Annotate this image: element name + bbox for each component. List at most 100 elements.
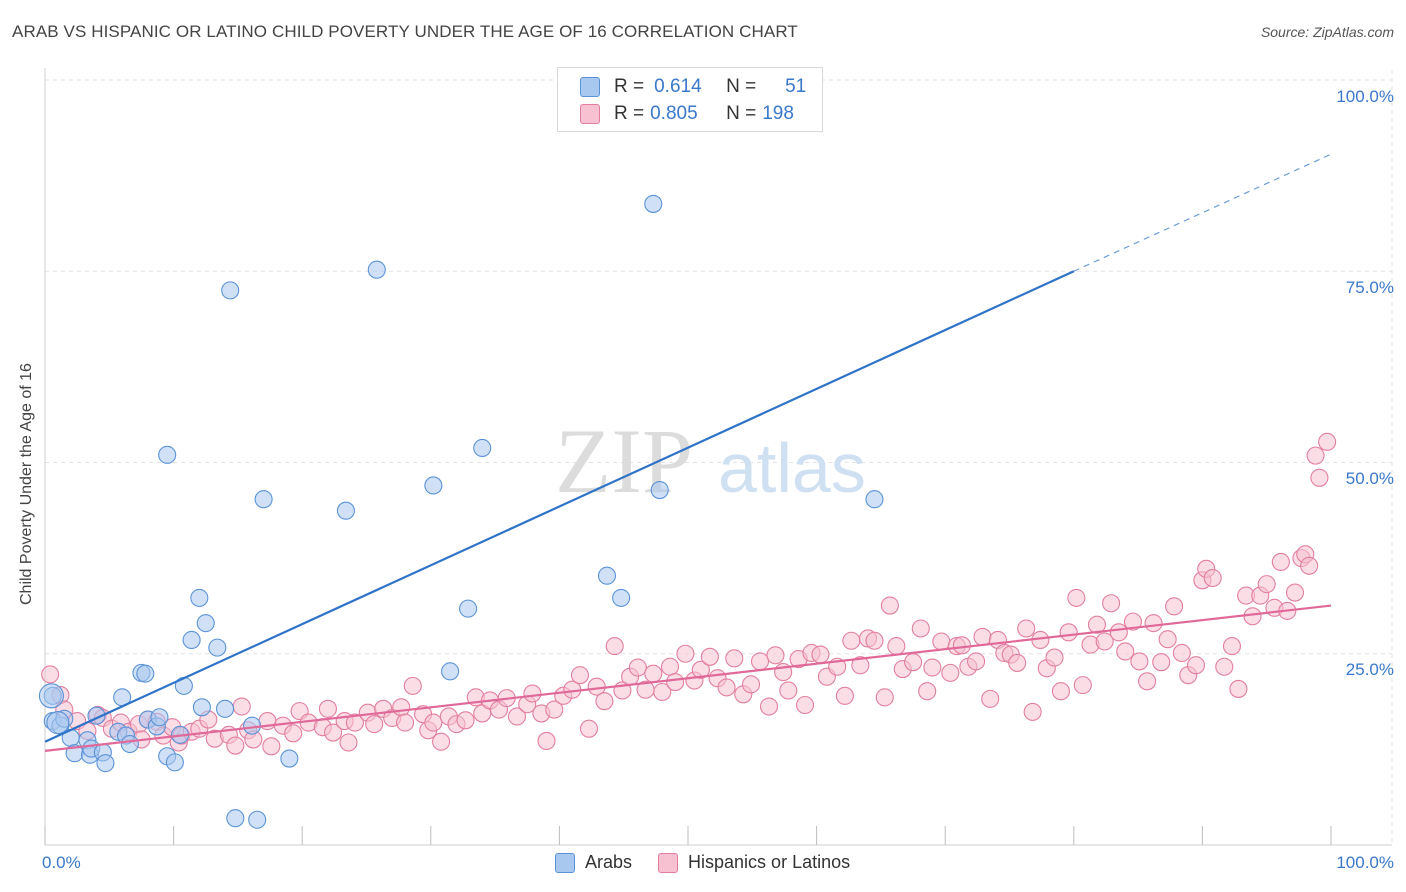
data-point: [226, 809, 245, 828]
data-point: [842, 631, 861, 650]
data-point: [456, 711, 475, 730]
data-point: [1087, 615, 1106, 634]
data-point: [1158, 630, 1177, 649]
data-point: [750, 652, 770, 671]
data-point: [1144, 614, 1163, 633]
data-point: [1045, 648, 1064, 667]
data-point: [1130, 652, 1149, 671]
legend-item-hispanics[interactable]: Hispanics or Latinos: [658, 852, 850, 873]
data-point: [918, 682, 937, 701]
data-point: [579, 719, 599, 738]
legend-label-arabs: Arabs: [585, 852, 633, 872]
data-point: [336, 501, 355, 520]
data-point: [280, 749, 299, 768]
data-point: [1229, 679, 1248, 698]
data-point: [952, 636, 971, 655]
data-point: [1300, 556, 1319, 575]
legend-item-arabs[interactable]: Arabs: [555, 852, 632, 873]
data-point: [570, 666, 590, 685]
data-point: [1138, 672, 1157, 691]
data-point: [851, 656, 870, 675]
data-point: [595, 692, 614, 711]
data-point: [612, 588, 631, 607]
y-tick-75: 75.0%: [1345, 278, 1394, 297]
data-point: [459, 599, 478, 618]
data-point: [932, 632, 951, 651]
data-point: [1059, 623, 1078, 642]
data-point: [120, 734, 139, 754]
data-point: [644, 194, 663, 213]
r-label: R =: [614, 76, 645, 97]
data-point: [367, 260, 386, 279]
data-point: [1285, 583, 1305, 602]
data-point: [1109, 623, 1128, 642]
data-point: [441, 662, 460, 681]
data-point: [1271, 552, 1290, 572]
watermark: ZIP atlas: [555, 410, 866, 512]
arabs-swatch: [555, 852, 575, 873]
data-point: [941, 663, 960, 682]
data-point: [1203, 568, 1222, 588]
trend-lines: [44, 153, 1332, 752]
r-value: 0.805: [650, 103, 698, 124]
data-point: [545, 700, 564, 719]
data-point: [403, 676, 422, 695]
y-axis-label: Child Poverty Under the Age of 16: [18, 363, 35, 605]
data-point: [1152, 653, 1171, 672]
data-point: [396, 713, 415, 732]
data-point: [1095, 632, 1114, 651]
data-point: [1257, 575, 1276, 594]
r-value: 0.614: [654, 76, 702, 97]
data-point: [221, 281, 240, 300]
chart-title: ARAB VS HISPANIC OR LATINO CHILD POVERTY…: [12, 22, 798, 41]
n-label: N =: [726, 103, 757, 124]
series-hispanics-points: [41, 432, 1337, 756]
data-point: [1123, 612, 1143, 631]
data-point: [1051, 682, 1070, 701]
series-arabs-points: [38, 194, 884, 829]
data-point: [345, 713, 364, 732]
x-tick-0: 0.0%: [42, 853, 81, 872]
r-label: R =: [614, 103, 645, 124]
hispanics-swatch: [658, 852, 679, 873]
arabs-swatch: [580, 77, 600, 97]
data-point: [196, 614, 215, 633]
data-point: [248, 810, 267, 829]
data-point: [182, 630, 201, 650]
data-point: [875, 688, 894, 707]
data-point: [865, 631, 884, 650]
data-point: [628, 658, 647, 677]
data-point: [811, 645, 830, 664]
axes: [44, 68, 1392, 846]
data-point: [653, 682, 672, 702]
data-point: [1116, 642, 1135, 661]
data-point: [432, 732, 451, 751]
data-point: [1017, 619, 1036, 638]
data-point: [318, 699, 337, 718]
data-point: [1067, 588, 1086, 607]
data-point: [507, 707, 527, 726]
data-point: [41, 665, 60, 684]
data-point: [424, 476, 443, 495]
data-point: [887, 637, 906, 656]
data-point: [324, 723, 343, 742]
data-point: [150, 708, 169, 727]
data-point: [766, 646, 785, 665]
data-point: [835, 686, 854, 705]
data-point: [650, 480, 669, 500]
data-point: [242, 716, 262, 735]
data-point: [262, 737, 281, 756]
data-point: [1306, 446, 1325, 465]
data-point: [700, 647, 719, 666]
data-point: [1243, 607, 1262, 626]
stats-legend: R = 0.614 N = 51 R = 0.805 N = 198: [557, 67, 823, 132]
data-point: [691, 660, 710, 679]
data-point: [232, 697, 251, 716]
data-point: [880, 596, 899, 615]
data-point: [226, 736, 245, 755]
data-point: [1073, 676, 1092, 695]
data-point: [136, 664, 155, 683]
data-point: [473, 438, 492, 458]
data-point: [923, 658, 942, 677]
